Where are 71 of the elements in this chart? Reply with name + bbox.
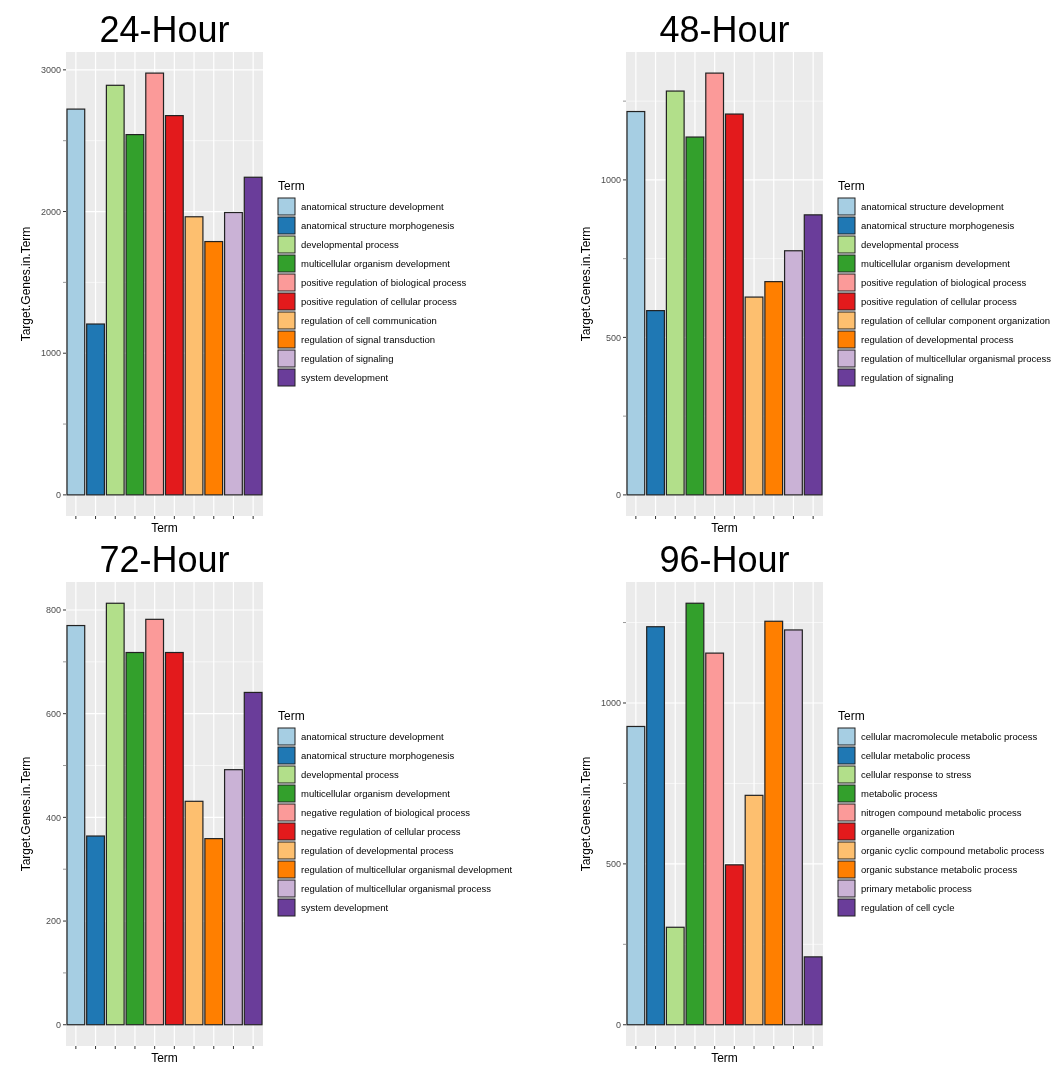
x-axis-title: Term: [711, 521, 738, 535]
chart-title: 72-Hour: [99, 539, 230, 580]
y-axis-title: Target.Genes.in.Term: [19, 226, 33, 342]
legend-label: positive regulation of cellular process: [301, 296, 458, 308]
x-axis-title: Term: [151, 1051, 178, 1065]
legend-label: positive regulation of cellular process: [861, 296, 1018, 308]
legend-label: anatomical structure development: [301, 201, 444, 213]
legend-label: negative regulation of biological process: [301, 807, 471, 819]
legend-label: system development: [301, 372, 389, 384]
chart-title: 96-Hour: [659, 539, 790, 580]
legend-label: regulation of signaling: [861, 372, 954, 384]
legend-label: anatomical structure development: [861, 201, 1004, 213]
y-axis-title: Target.Genes.in.Term: [19, 756, 33, 872]
x-axis-title: Term: [151, 521, 178, 535]
y-tick-label: 0: [615, 490, 621, 501]
legend-label: developmental process: [301, 769, 399, 781]
chart-title: 48-Hour: [659, 9, 790, 50]
legend-label: anatomical structure morphogenesis: [301, 220, 455, 232]
y-tick-label: 3000: [40, 65, 61, 75]
y-tick-label: 0: [55, 1019, 61, 1030]
y-tick-label: 500: [605, 859, 621, 870]
legend-label: positive regulation of biological process: [301, 277, 467, 289]
y-tick-label: 800: [45, 605, 61, 616]
legend-label: organelle organization: [861, 826, 955, 838]
legend-label: multicellular organism development: [861, 258, 1011, 270]
y-tick-label: 600: [45, 708, 61, 719]
y-tick-label: 400: [45, 812, 61, 823]
legend-title: Term: [278, 179, 305, 193]
legend-label: regulation of developmental process: [861, 334, 1014, 346]
legend-label: negative regulation of cellular process: [301, 826, 461, 838]
x-axis-title: Term: [711, 1051, 738, 1065]
legend-label: regulation of multicellular organismal development: [301, 864, 513, 876]
y-axis-title: Target.Genes.in.Term: [579, 226, 593, 342]
legend-label: developmental process: [861, 239, 959, 251]
legend-label: positive regulation of biological process: [861, 277, 1027, 289]
y-tick-label: 0: [55, 490, 61, 501]
legend-label: regulation of multicellular organismal process: [301, 883, 492, 895]
legend-label: primary metabolic process: [861, 883, 973, 895]
legend-label: regulation of multicellular organismal process: [861, 353, 1052, 365]
legend-label: anatomical structure morphogenesis: [301, 750, 455, 762]
legend-label: regulation of cell cycle: [861, 902, 955, 914]
legend-label: regulation of cell communication: [301, 315, 437, 327]
chart-title: 24-Hour: [99, 9, 230, 50]
legend-title: Term: [838, 179, 865, 193]
y-tick-label: 2000: [40, 206, 61, 217]
y-axis-title: Target.Genes.in.Term: [579, 756, 593, 872]
legend-label: nitrogen compound metabolic process: [861, 807, 1022, 819]
legend-label: regulation of cellular component organization: [861, 315, 1051, 327]
legend-label: anatomical structure morphogenesis: [861, 220, 1015, 232]
legend-label: organic cyclic compound metabolic process: [861, 845, 1045, 857]
legend-label: metabolic process: [861, 788, 938, 800]
legend-label: multicellular organism development: [301, 258, 451, 270]
legend-label: anatomical structure development: [301, 731, 444, 743]
legend-label: cellular response to stress: [861, 769, 972, 781]
y-tick-label: 1000: [40, 348, 61, 359]
legend-label: system development: [301, 902, 389, 914]
y-tick-label: 0: [615, 1019, 621, 1030]
y-tick-label: 500: [605, 332, 621, 343]
y-tick-label: 200: [45, 916, 61, 927]
legend-label: regulation of signal transduction: [301, 334, 436, 346]
legend-label: regulation of signaling: [301, 353, 394, 365]
legend-label: developmental process: [301, 239, 399, 251]
y-tick-label: 1000: [600, 175, 621, 186]
legend-label: regulation of developmental process: [301, 845, 454, 857]
legend-title: Term: [838, 709, 865, 723]
legend-title: Term: [278, 709, 305, 723]
legend-label: organic substance metabolic process: [861, 864, 1018, 876]
legend-label: cellular macromolecule metabolic process: [861, 731, 1038, 743]
y-tick-label: 1000: [600, 698, 621, 709]
legend-label: multicellular organism development: [301, 788, 451, 800]
legend-label: cellular metabolic process: [861, 750, 971, 762]
